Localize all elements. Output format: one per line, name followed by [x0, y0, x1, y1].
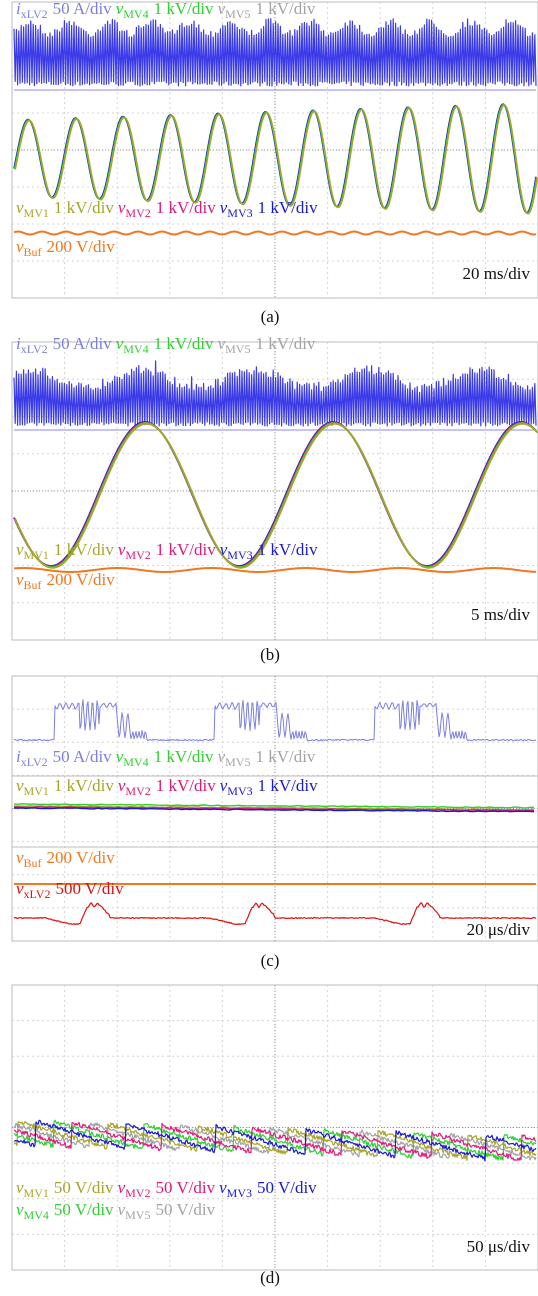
trace-scale: 200 V/div: [47, 570, 116, 589]
panel-caption: (d): [260, 1268, 280, 1287]
trace-scale: 50 V/div: [54, 1200, 114, 1219]
trace-subscript: MV1: [24, 1186, 49, 1200]
trace-subscript: xLV2: [21, 342, 48, 356]
trace-scale: 1 kV/div: [154, 0, 214, 18]
trace-subscript: MV1: [24, 206, 49, 220]
panel-caption: (c): [261, 951, 280, 970]
trace-subscript: MV4: [123, 755, 148, 769]
trace-subscript: MV5: [225, 342, 250, 356]
trace-scale: 1 kV/div: [54, 198, 114, 217]
trace-scale: 200 V/div: [47, 848, 116, 867]
trace-subscript: MV2: [125, 548, 150, 562]
trace-scale: 1 kV/div: [154, 747, 214, 766]
trace-scale: 50 A/div: [53, 334, 113, 353]
trace-label: vMV11 kV/divvMV21 kV/divvMV31 kV/div: [16, 540, 318, 562]
trace-subscript: Buf: [24, 578, 42, 592]
trace-scale: 50 V/div: [155, 1200, 215, 1219]
timebase: 50 μs/div: [467, 1237, 531, 1256]
trace-subscript: MV1: [24, 548, 49, 562]
trace-subscript: MV1: [24, 784, 49, 798]
trace-subscript: Buf: [24, 245, 42, 259]
trace-subscript: MV2: [125, 784, 150, 798]
trace-scale: 50 V/div: [54, 1178, 114, 1197]
trace-subscript: MV5: [225, 7, 250, 21]
trace-scale: 500 V/div: [55, 879, 124, 898]
trace-scale: 50 A/div: [53, 747, 113, 766]
trace-scale: 1 kV/div: [156, 540, 216, 559]
trace-subscript: MV3: [227, 784, 252, 798]
trace-subscript: MV4: [123, 342, 148, 356]
trace-scale: 1 kV/div: [54, 776, 114, 795]
trace-subscript: MV3: [227, 548, 252, 562]
trace-subscript: Buf: [24, 856, 42, 870]
trace-subscript: MV5: [125, 1208, 150, 1222]
trace-scale: 1 kV/div: [258, 540, 318, 559]
trace-scale: 1 kV/div: [54, 540, 114, 559]
trace-subscript: MV2: [125, 206, 150, 220]
timebase: 5 ms/div: [471, 605, 531, 624]
trace-subscript: MV4: [123, 7, 148, 21]
trace-subscript: xLV2: [21, 7, 48, 21]
trace-scale: 50 V/div: [155, 1178, 215, 1197]
trace-scale: 1 kV/div: [156, 198, 216, 217]
trace-subscript: MV5: [225, 755, 250, 769]
panel-caption: (b): [260, 645, 280, 664]
timebase: 20 ms/div: [462, 264, 530, 283]
trace-scale: 1 kV/div: [154, 334, 214, 353]
trace-subscript: MV3: [227, 1186, 252, 1200]
trace-subscript: MV3: [227, 206, 252, 220]
trace-subscript: xLV2: [24, 887, 51, 901]
trace-scale: 50 V/div: [257, 1178, 317, 1197]
trace-subscript: xLV2: [21, 755, 48, 769]
panel-caption: (a): [261, 307, 280, 326]
trace-scale: 1 kV/div: [258, 776, 318, 795]
trace-scale: 1 kV/div: [255, 0, 315, 18]
timebase: 20 μs/div: [467, 920, 531, 939]
trace-scale: 1 kV/div: [258, 198, 318, 217]
trace-scale: 1 kV/div: [255, 334, 315, 353]
trace-scale: 200 V/div: [47, 237, 116, 256]
trace-scale: 50 A/div: [53, 0, 113, 18]
trace-subscript: MV4: [24, 1208, 49, 1222]
trace-scale: 1 kV/div: [156, 776, 216, 795]
trace-scale: 1 kV/div: [255, 747, 315, 766]
trace-subscript: MV2: [125, 1186, 150, 1200]
figure: ixLV250 A/divvMV41 kV/divvMV51 kV/divvMV…: [0, 0, 538, 1296]
